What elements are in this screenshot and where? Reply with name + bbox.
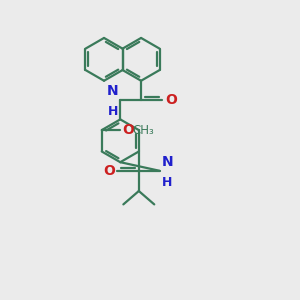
Text: CH₃: CH₃ — [132, 124, 154, 136]
Text: O: O — [103, 164, 115, 178]
Text: O: O — [165, 93, 177, 107]
Text: N: N — [162, 155, 173, 169]
Text: H: H — [162, 176, 172, 189]
Text: N: N — [106, 84, 118, 98]
Text: H: H — [108, 105, 118, 119]
Text: O: O — [122, 123, 134, 137]
